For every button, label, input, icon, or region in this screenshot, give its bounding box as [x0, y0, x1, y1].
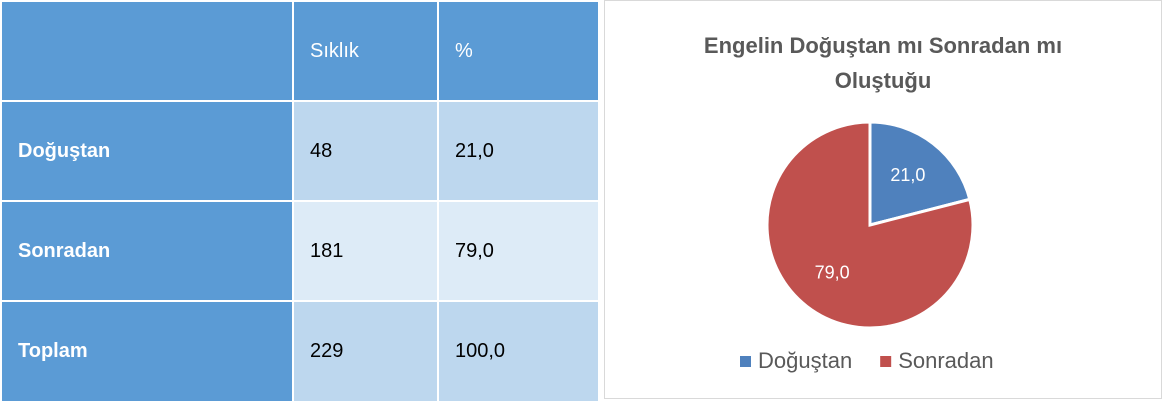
table-row: Toplam 229 100,0 — [0, 300, 600, 403]
table-row: Sonradan 181 79,0 — [0, 200, 600, 302]
header-row: Sıklık % — [0, 0, 600, 102]
table-cell: 229 — [292, 300, 439, 403]
data-label: 79,0 — [815, 263, 850, 283]
legend-label: Doğuştan — [758, 348, 852, 373]
chart: Engelin Doğuştan mı Sonradan mı Oluştuğu … — [604, 0, 1162, 399]
table-cell: 48 — [292, 100, 439, 202]
data-table: Sıklık % Doğuştan 48 21,0 Sonradan 181 79,0 To… — [0, 0, 600, 403]
data-label: 21,0 — [890, 165, 925, 185]
row-header: Toplam — [0, 300, 294, 403]
legend-swatch — [740, 356, 751, 367]
legend-swatch — [880, 356, 892, 367]
header-cell: Sıklık — [292, 0, 439, 102]
table-cell: 100,0 — [437, 300, 600, 403]
header-empty — [0, 0, 294, 102]
row-header: Doğuştan — [0, 100, 294, 202]
table-cell: 181 — [292, 200, 439, 302]
table-cell: 79,0 — [437, 200, 600, 302]
header-cell: % — [437, 0, 600, 102]
table-row: Doğuştan 48 21,0 — [0, 100, 600, 202]
pie-slice — [765, 120, 975, 330]
legend-label: Sonradan — [898, 348, 993, 373]
table-cell: 21,0 — [437, 100, 600, 202]
pie-slice — [868, 120, 972, 227]
row-header: Sonradan — [0, 200, 294, 302]
chart-title: Engelin Doğuştan mı Sonradan mı Oluştuğu — [704, 33, 1062, 93]
